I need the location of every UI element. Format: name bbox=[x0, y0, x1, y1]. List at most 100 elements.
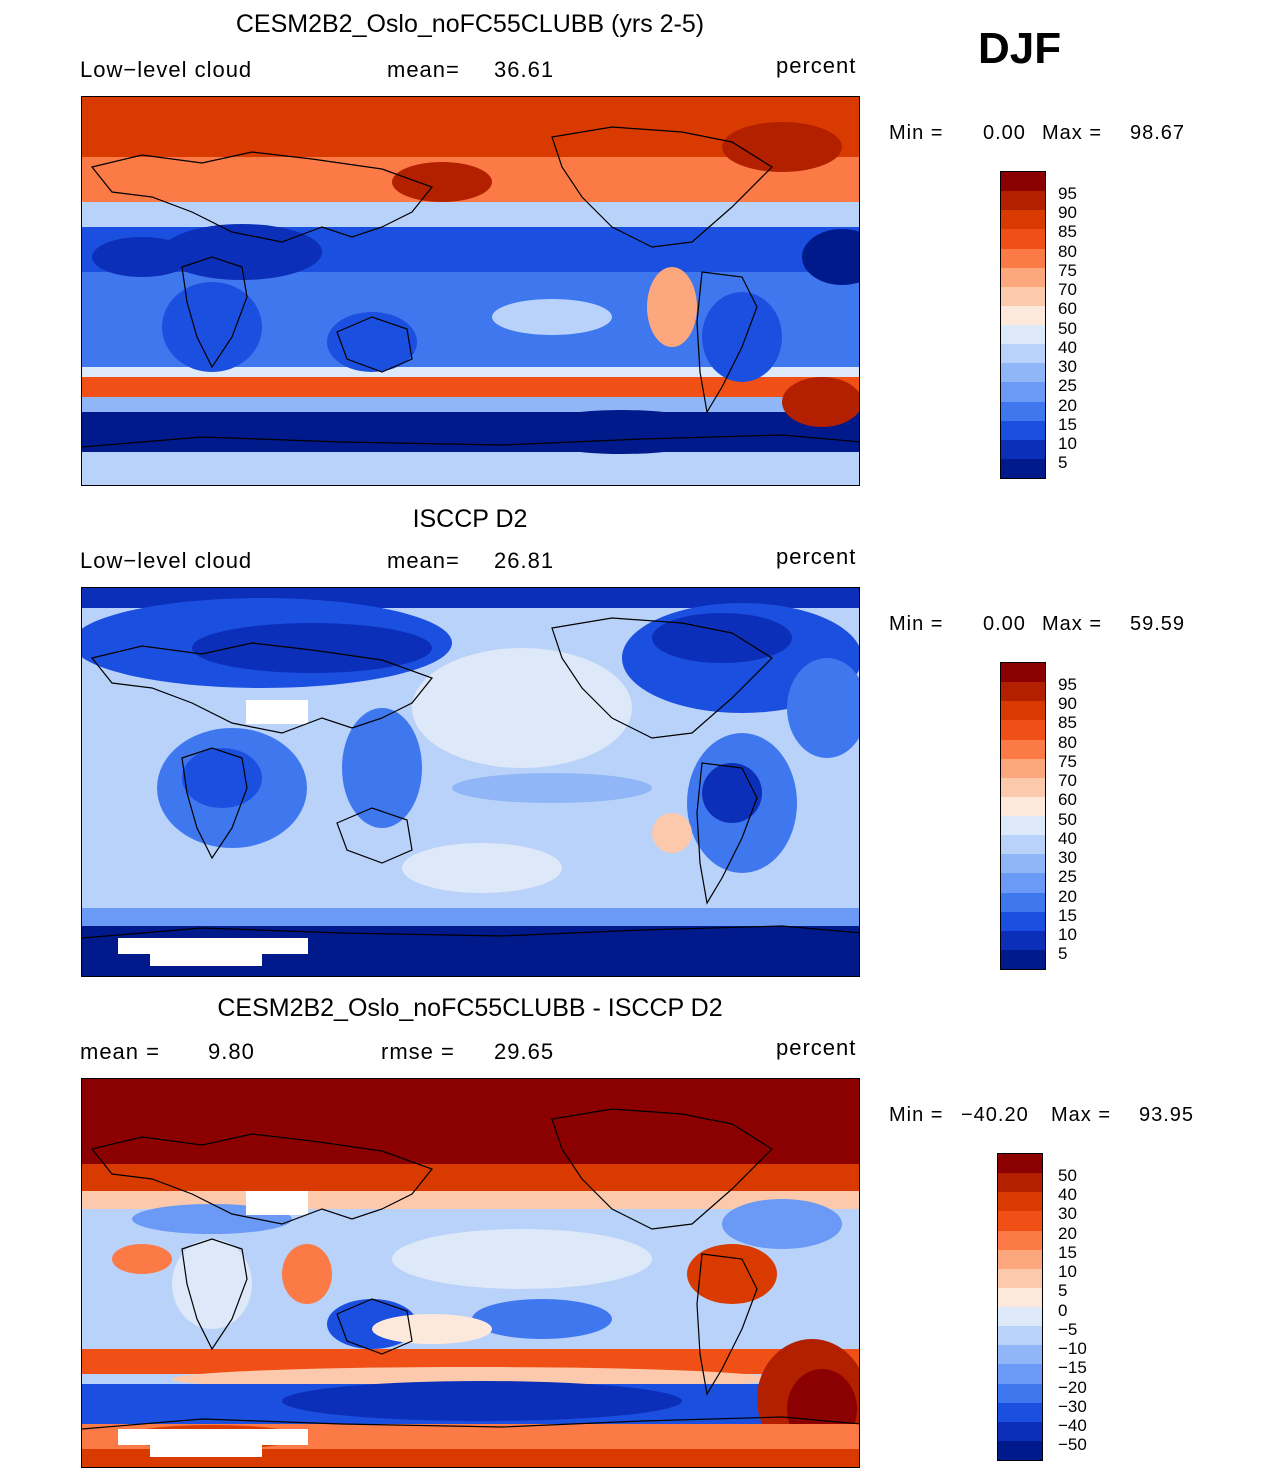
colorbar-tick-label: 90 bbox=[1058, 694, 1077, 713]
colorbar-tick-label: 80 bbox=[1058, 732, 1077, 752]
max-value: 98.67 bbox=[1130, 122, 1186, 144]
colorbar-tick-label: −30 bbox=[1058, 1396, 1087, 1416]
colorbar-swatch bbox=[998, 1402, 1042, 1422]
colorbar-tick-label: 30 bbox=[1058, 1204, 1077, 1224]
colorbar-swatch bbox=[1001, 286, 1045, 306]
colorbar-tick-label: 75 bbox=[1058, 751, 1077, 771]
panel-title: CESM2B2_Oslo_noFC55CLUBB - ISCCP D2 bbox=[217, 994, 723, 1022]
colorbar-swatch bbox=[1001, 796, 1045, 816]
colorbar-swatch bbox=[1001, 873, 1045, 893]
colorbar-tick-label: 70 bbox=[1058, 771, 1077, 790]
mean-value: 36.61 bbox=[494, 57, 555, 82]
units-label: percent bbox=[776, 544, 857, 569]
colorbar-swatch bbox=[998, 1173, 1042, 1193]
colorbar-tick-label: 20 bbox=[1058, 1223, 1077, 1243]
colorbar-tick-label: 85 bbox=[1058, 713, 1077, 733]
colorbar-tick-label: 75 bbox=[1058, 260, 1077, 280]
colorbar-tick-label: 5 bbox=[1058, 944, 1068, 964]
colorbar-swatch bbox=[998, 1287, 1042, 1307]
colorbar bbox=[997, 1153, 1043, 1461]
map-plot bbox=[81, 96, 860, 486]
colorbar-tick-label: 40 bbox=[1058, 337, 1077, 357]
panel-title: ISCCP D2 bbox=[412, 505, 528, 533]
units-label: percent bbox=[776, 1035, 857, 1060]
colorbar-tick-label: 0 bbox=[1058, 1300, 1068, 1320]
map-plot bbox=[81, 587, 860, 977]
mean-label: mean= bbox=[387, 548, 460, 573]
variable-label: Low−level cloud bbox=[80, 57, 253, 82]
colorbar-swatch bbox=[998, 1326, 1042, 1346]
colorbar-swatch bbox=[1001, 325, 1045, 345]
colorbar-tick-label: 95 bbox=[1058, 674, 1077, 694]
mean-value: 9.80 bbox=[208, 1039, 255, 1064]
colorbar-swatch bbox=[998, 1249, 1042, 1269]
colorbar-swatch bbox=[998, 1364, 1042, 1384]
colorbar-swatch bbox=[998, 1383, 1042, 1403]
colorbar-tick-label: 60 bbox=[1058, 299, 1077, 319]
max-value: 59.59 bbox=[1130, 613, 1186, 635]
colorbar-tick-label: 40 bbox=[1058, 828, 1077, 848]
colorbar-tick-label: −5 bbox=[1058, 1319, 1078, 1339]
colorbar-tick-label: 10 bbox=[1058, 434, 1077, 453]
colorbar bbox=[1000, 171, 1046, 479]
colorbar-swatch bbox=[998, 1192, 1042, 1212]
colorbar-tick-label: 30 bbox=[1058, 848, 1077, 867]
colorbar-tick-label: 15 bbox=[1058, 905, 1077, 925]
colorbar-swatch bbox=[1001, 854, 1045, 874]
colorbar-tick-label: −10 bbox=[1058, 1339, 1087, 1358]
colorbar-tick-label: 10 bbox=[1058, 925, 1077, 944]
min-label: Min = bbox=[889, 122, 944, 144]
colorbar-tick-label: 50 bbox=[1058, 318, 1077, 338]
min-value: 0.00 bbox=[983, 613, 1026, 635]
colorbar-swatch bbox=[998, 1230, 1042, 1250]
colorbar-tick-label: 20 bbox=[1058, 395, 1077, 415]
colorbar-swatch bbox=[1001, 816, 1045, 836]
colorbar-tick-label: 25 bbox=[1058, 376, 1077, 396]
colorbar-swatch bbox=[1001, 930, 1045, 950]
colorbar-tick-label: 85 bbox=[1058, 222, 1077, 242]
colorbar-swatch bbox=[1001, 401, 1045, 421]
colorbar-tick-label: 80 bbox=[1058, 241, 1077, 261]
colorbar-swatch bbox=[1001, 267, 1045, 287]
mean-label: mean = bbox=[80, 1039, 160, 1064]
colorbar-swatch bbox=[1001, 949, 1045, 969]
colorbar-tick-label: 5 bbox=[1058, 1281, 1068, 1301]
colorbar-tick-label: 40 bbox=[1058, 1185, 1077, 1204]
rmse-label: rmse = bbox=[381, 1039, 455, 1064]
colorbar-swatch bbox=[1001, 420, 1045, 440]
max-label: Max = bbox=[1042, 122, 1103, 144]
colorbar-swatch bbox=[998, 1421, 1042, 1441]
colorbar-swatch bbox=[1001, 720, 1045, 740]
colorbar-swatch bbox=[1001, 701, 1045, 721]
colorbar-swatch bbox=[1001, 305, 1045, 325]
colorbar-swatch bbox=[998, 1211, 1042, 1231]
mean-label: mean= bbox=[387, 57, 460, 82]
colorbar-tick-label: 95 bbox=[1058, 183, 1077, 203]
min-label: Min = bbox=[889, 613, 944, 635]
colorbar-swatch bbox=[998, 1307, 1042, 1327]
colorbar-swatch bbox=[1001, 835, 1045, 855]
colorbar-swatch bbox=[1001, 248, 1045, 268]
colorbar-swatch bbox=[1001, 382, 1045, 402]
mean-value: 26.81 bbox=[494, 548, 555, 573]
colorbar-swatch bbox=[1001, 758, 1045, 778]
panel-title: CESM2B2_Oslo_noFC55CLUBB (yrs 2-5) bbox=[235, 10, 705, 38]
colorbar bbox=[1000, 662, 1046, 970]
colorbar-tick-label: 50 bbox=[1058, 809, 1077, 829]
colorbar-tick-label: −40 bbox=[1058, 1416, 1087, 1435]
colorbar-swatch bbox=[1001, 458, 1045, 478]
colorbar-swatch bbox=[1001, 739, 1045, 759]
colorbar-tick-label: 15 bbox=[1058, 414, 1077, 434]
units-label: percent bbox=[776, 53, 857, 78]
variable-label: Low−level cloud bbox=[80, 548, 253, 573]
min-value: 0.00 bbox=[983, 122, 1026, 144]
colorbar-swatch bbox=[1001, 777, 1045, 797]
colorbar-swatch bbox=[998, 1268, 1042, 1288]
colorbar-tick-label: 60 bbox=[1058, 790, 1077, 810]
colorbar-swatch bbox=[1001, 229, 1045, 249]
colorbar-tick-label: −20 bbox=[1058, 1377, 1087, 1397]
colorbar-tick-label: 90 bbox=[1058, 203, 1077, 222]
rmse-value: 29.65 bbox=[494, 1039, 555, 1064]
colorbar-swatch bbox=[1001, 363, 1045, 383]
colorbar-tick-label: 70 bbox=[1058, 280, 1077, 299]
